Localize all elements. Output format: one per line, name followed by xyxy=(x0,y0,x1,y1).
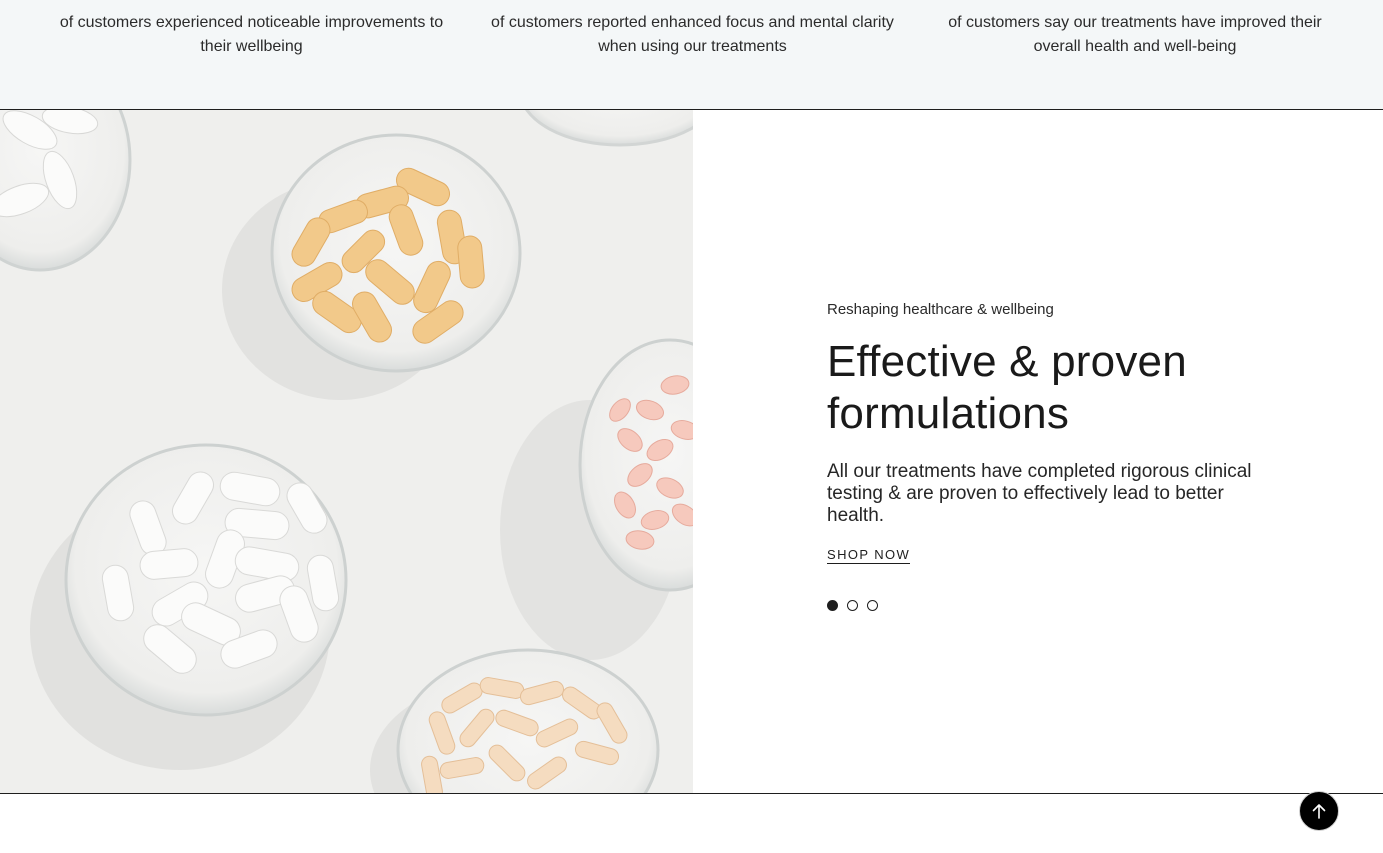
stats-section: of customers experienced noticeable impr… xyxy=(0,0,1383,109)
section-divider xyxy=(0,793,1383,794)
slider-dots xyxy=(827,600,878,611)
stat-text: of customers reported enhanced focus and… xyxy=(491,14,894,55)
slide-dot-2[interactable] xyxy=(847,600,858,611)
arrow-up-icon xyxy=(1312,804,1326,819)
hero-image xyxy=(0,110,693,793)
hero-headline: Effective & proven formulations xyxy=(827,337,1187,438)
shop-now-link[interactable]: SHOP NOW xyxy=(827,547,911,564)
hero-content: Reshaping healthcare & wellbeing Effecti… xyxy=(827,300,1287,564)
pills-illustration xyxy=(0,110,693,793)
stat-text: of customers experienced noticeable impr… xyxy=(59,14,444,55)
hero-eyebrow: Reshaping healthcare & wellbeing xyxy=(827,301,1054,318)
stat-text: of customers say our treatments have imp… xyxy=(948,14,1322,55)
back-to-top-button[interactable] xyxy=(1299,791,1339,831)
hero-body: All our treatments have completed rigoro… xyxy=(827,461,1252,526)
slide-dot-1[interactable] xyxy=(827,600,838,611)
slide-dot-3[interactable] xyxy=(867,600,878,611)
